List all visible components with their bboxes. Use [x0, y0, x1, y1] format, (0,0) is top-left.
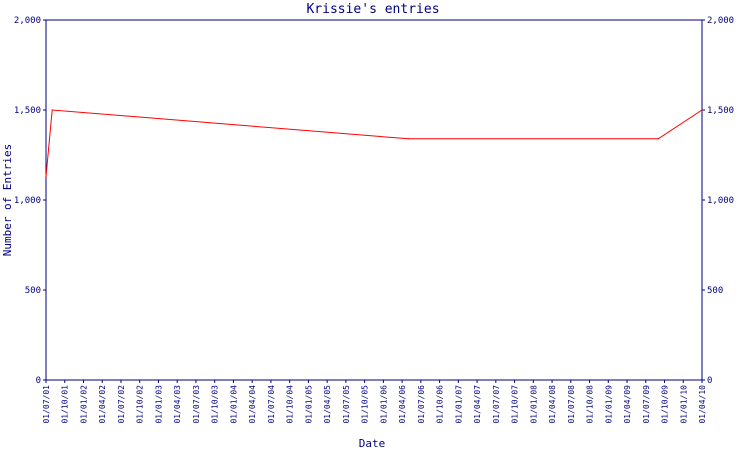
data-point — [407, 138, 409, 140]
x-tick-label: 01/10/07 — [511, 385, 520, 424]
plot-area: 0 0 500 500 1,000 1,000 1,500 1,500 2,000 2,000 01… — [14, 16, 734, 424]
x-tick-label: 01/10/06 — [436, 385, 445, 424]
x-tick-label: 01/04/06 — [398, 385, 407, 424]
x-tick-label: 01/04/10 — [698, 385, 707, 424]
x-tick-label: 01/10/01 — [61, 385, 70, 424]
x-tick-label: 01/01/02 — [79, 385, 88, 424]
x-tick-label: 01/10/04 — [286, 385, 295, 424]
x-tick-label: 01/04/08 — [548, 385, 557, 424]
x-tick-label: 01/07/01 — [42, 385, 51, 424]
y-tick-label-right: 1,500 — [707, 106, 734, 116]
x-tick-label: 01/04/03 — [173, 385, 182, 424]
x-tick-label: 01/07/02 — [117, 385, 126, 424]
x-tick-label: 01/04/09 — [623, 385, 632, 424]
x-tick-label: 01/10/02 — [136, 385, 145, 424]
y-tick-label-left: 1,500 — [14, 106, 41, 116]
x-tick-label: 01/04/05 — [323, 385, 332, 424]
x-tick-label: 01/01/08 — [529, 385, 538, 424]
x-tick-label: 01/10/05 — [361, 385, 370, 424]
data-point — [657, 138, 659, 140]
x-tick-label: 01/01/04 — [229, 385, 238, 424]
x-tick-label: 01/10/08 — [586, 385, 595, 424]
x-tick-label: 01/01/05 — [304, 385, 313, 424]
x-tick-label: 01/07/07 — [492, 385, 501, 424]
x-tick-label: 01/10/03 — [211, 385, 220, 424]
x-tick-label: 01/07/03 — [192, 385, 201, 424]
x-tick-label: 01/07/06 — [417, 385, 426, 424]
data-point — [51, 109, 53, 111]
x-tick-label: 01/04/04 — [248, 385, 257, 424]
x-tick-label: 01/07/04 — [267, 385, 276, 424]
y-tick-label-right: 0 — [707, 376, 712, 386]
x-tick-label: 01/04/07 — [473, 385, 482, 424]
y-tick-label-right: 500 — [707, 286, 723, 296]
data-point — [701, 109, 703, 111]
x-tick-label: 01/07/08 — [567, 385, 576, 424]
x-axis-label: Date — [359, 437, 386, 450]
x-tick-label: 01/04/02 — [98, 385, 107, 424]
x-tick-label: 01/01/09 — [604, 385, 613, 424]
y-tick-label-right: 2,000 — [707, 16, 734, 26]
x-tick-label: 01/07/05 — [342, 385, 351, 424]
y-tick-label-left: 2,000 — [14, 16, 41, 26]
y-tick-label-left: 0 — [36, 376, 41, 386]
y-tick-label-right: 1,000 — [707, 196, 734, 206]
x-tick-label: 01/01/10 — [679, 385, 688, 424]
x-tick-label: 01/01/06 — [379, 385, 388, 424]
data-point — [45, 176, 47, 178]
x-tick-label: 01/01/03 — [154, 385, 163, 424]
y-tick-label-left: 1,000 — [14, 196, 41, 206]
chart-title: Krissie's entries — [306, 2, 439, 17]
x-tick-label: 01/10/09 — [661, 385, 670, 424]
y-tick-label-left: 500 — [25, 286, 41, 296]
y-axis-label: Number of Entries — [1, 144, 14, 257]
x-tick-label: 01/01/07 — [454, 385, 463, 424]
series-line — [45, 109, 703, 177]
x-tick-label: 01/07/09 — [642, 385, 651, 424]
